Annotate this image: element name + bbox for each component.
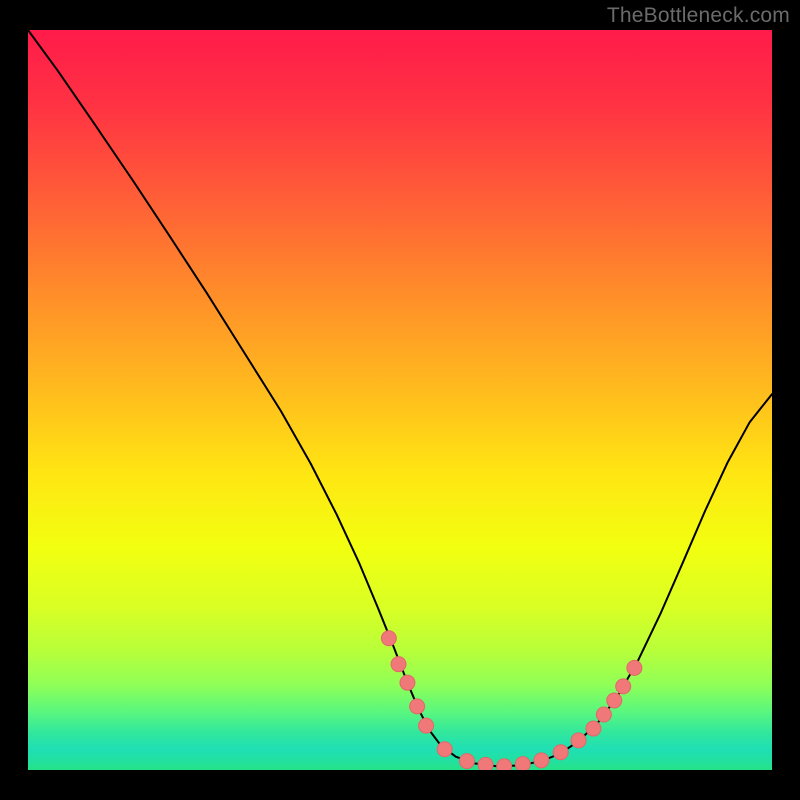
curve-marker: [437, 742, 452, 757]
curve-marker: [410, 699, 425, 714]
curve-marker: [459, 754, 474, 769]
curve-marker: [391, 657, 406, 672]
chart-svg: [0, 0, 800, 800]
curve-marker: [400, 675, 415, 690]
curve-marker: [596, 707, 611, 722]
curve-marker: [571, 733, 586, 748]
curve-marker: [515, 757, 530, 772]
curve-marker: [553, 745, 568, 760]
curve-marker: [419, 718, 434, 733]
curve-marker: [627, 660, 642, 675]
curve-marker: [534, 753, 549, 768]
curve-marker: [381, 631, 396, 646]
curve-marker: [616, 679, 631, 694]
chart-stage: TheBottleneck.com: [0, 0, 800, 800]
curve-marker: [586, 721, 601, 736]
watermark-text: TheBottleneck.com: [607, 4, 790, 28]
curve-marker: [607, 693, 622, 708]
